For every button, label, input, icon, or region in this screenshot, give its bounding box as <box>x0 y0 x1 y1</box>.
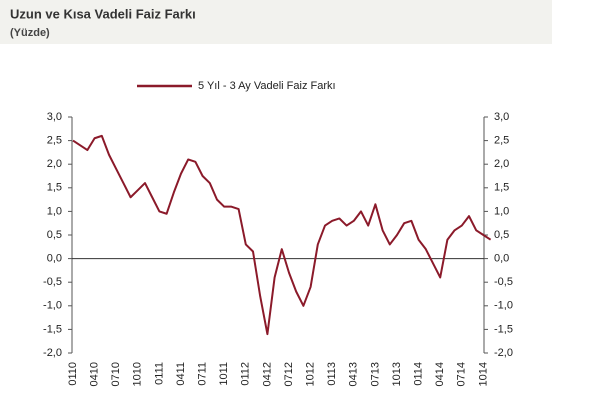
y2-tick-label: 1,0 <box>494 205 509 217</box>
y2-tick-label: -2,0 <box>494 347 513 359</box>
x-tick-label: 0114 <box>413 362 425 386</box>
y-tick-label: 1,5 <box>47 182 62 194</box>
y2-tick-label: -1,0 <box>494 300 513 312</box>
x-tick-label: 0711 <box>197 362 209 386</box>
x-tick-label: 1010 <box>132 362 144 386</box>
y2-tick-label: 3,0 <box>494 111 509 123</box>
y-tick-label: 1,0 <box>47 205 62 217</box>
x-tick-label: 0411 <box>175 362 187 386</box>
y2-tick-label: 2,0 <box>494 158 509 170</box>
y-tick-label: 0,0 <box>47 253 62 265</box>
chart-subtitle: (Yüzde) <box>10 27 50 39</box>
x-tick-label: 0110 <box>67 362 79 386</box>
y-tick-label: -1,0 <box>43 300 62 312</box>
y-tick-label: -1,5 <box>43 323 62 335</box>
x-tick-label: 0112 <box>240 362 252 386</box>
x-tick-label: 0712 <box>283 362 295 386</box>
x-tick-label: 0111 <box>153 362 165 385</box>
y2-tick-label: 2,5 <box>494 135 509 147</box>
x-tick-label: 1012 <box>305 362 317 386</box>
x-tick-label: 1014 <box>477 362 489 386</box>
y-tick-label: 3,0 <box>47 111 62 123</box>
title-band <box>0 0 552 44</box>
x-tick-label: 0412 <box>261 362 273 386</box>
y2-tick-label: -1,5 <box>494 323 513 335</box>
x-tick-label: 0710 <box>110 362 122 386</box>
y-tick-label: 0,5 <box>47 229 62 241</box>
x-tick-label: 1013 <box>391 362 403 386</box>
chart-title: Uzun ve Kısa Vadeli Faiz Farkı <box>10 6 196 21</box>
y2-tick-label: 0,0 <box>494 253 509 265</box>
x-tick-label: 1011 <box>218 362 230 386</box>
x-tick-label: 0714 <box>456 362 468 386</box>
x-tick-label: 0113 <box>326 362 338 386</box>
legend-label: 5 Yıl - 3 Ay Vadeli Faiz Farkı <box>198 80 336 92</box>
y2-tick-label: 0,5 <box>494 229 509 241</box>
x-tick-label: 0414 <box>434 362 446 386</box>
series-line <box>72 134 492 336</box>
y2-tick-label: 1,5 <box>494 182 509 194</box>
y-tick-label: -2,0 <box>43 347 62 359</box>
x-tick-label: 0713 <box>369 362 381 386</box>
x-tick-label: 0413 <box>348 362 360 386</box>
y-tick-label: 2,0 <box>47 158 62 170</box>
y-tick-label: -0,5 <box>43 276 62 288</box>
x-tick-label: 0410 <box>89 362 101 386</box>
y-tick-label: 2,5 <box>47 135 62 147</box>
y2-tick-label: -0,5 <box>494 276 513 288</box>
